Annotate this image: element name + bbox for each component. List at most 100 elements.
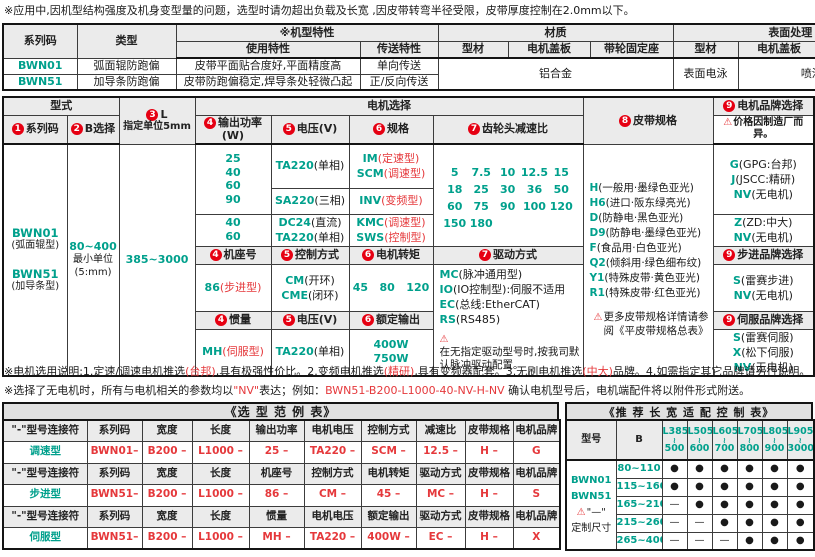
ex-h1-belt: 皮带规格 (464, 419, 514, 442)
ex-v3-length: L1000 – (191, 526, 250, 550)
fit-l-col-1: L505 ≀ 600 (686, 419, 713, 461)
ex-v1-brand: G (512, 440, 561, 464)
fit-dot: ● (711, 477, 738, 497)
material-value: 铝合金 (437, 57, 674, 91)
fit-dot: ● (786, 531, 815, 551)
ex-h1-brand: 电机品牌 (512, 419, 561, 442)
belt-spec-cell: H(一般用·墨绿色亚光) H6(进口·阪东绿亮光) D(防静电·黑色亚光) D9… (582, 143, 714, 376)
ex-h2-width: 宽度 (141, 462, 193, 485)
surface-paint-value: 喷涂烤漆 (737, 57, 815, 91)
servo-brand-header: 9 伺服品牌选择 (712, 310, 815, 330)
warning-icon: ⚠ (576, 507, 586, 518)
series-code-header: 系列码 (2, 23, 78, 59)
ex-h1-length: 长度 (191, 419, 250, 442)
belt-spec-header: 8 皮带规格 (582, 96, 714, 145)
b-col-header: 2 B选择 (66, 114, 120, 145)
motor-note-line1: ※电机选用说明:1.定速/调速电机推选(台邦),具有极强性价比。2.变频电机推选… (4, 365, 811, 378)
ex-h3-series: 系列码 (86, 505, 143, 528)
ex-h2-torque: 电机转矩 (360, 462, 417, 485)
series-spec-table: 系列码 类型 ※机型特性 材质 表面处理 使用特性 传送特性 型材 电机盖板 带… (2, 23, 815, 91)
price-warning: ⚠价格因制造厂而异。 (712, 114, 815, 145)
fit-dot: ● (761, 513, 788, 533)
warning-icon: ⚠ (439, 333, 449, 345)
ex-h1-power: 输出功率 (248, 419, 305, 442)
surface-cover-header: 电机盖板 (737, 40, 815, 59)
ex-v1-power: 25 – (248, 440, 305, 464)
fit-dot: ● (736, 477, 763, 497)
fit-b-header: B (615, 419, 663, 461)
use-bwn51: 皮带防跑偏稳定,焊导条处轻微凸起 (175, 73, 361, 91)
ex-h2-brand: 电机品牌 (512, 462, 561, 485)
ex-v2-base: 86 – (248, 483, 305, 507)
ex-v1-volt: TA220 – (303, 440, 362, 464)
transfer-bwn51: 正/反向传送 (359, 73, 439, 91)
top-usage-note: ※应用中,因机型结构强度及机身变型量的问题，选型时请勿超出负载及长宽 ,因皮带转… (4, 4, 635, 17)
ex-h3-belt: 皮带规格 (464, 505, 514, 528)
ex-v2-type: 步进型 (2, 483, 88, 507)
num9-badge: 9 (723, 100, 736, 113)
ex-v2-width: B200 – (141, 483, 193, 507)
transfer-bwn01: 单向传送 (359, 57, 439, 75)
motor-select-header: 电机选择 (194, 96, 584, 116)
fit-dot: ● (786, 513, 815, 533)
fit-b-range-2: 165~210 (615, 495, 663, 515)
fit-dot: ● (711, 459, 738, 479)
example-table: "-"型号连接符 系列码 宽度 长度 输出功率 电机电压 控制方式 减速比 皮带… (2, 419, 561, 550)
ex-v3-width: B200 – (141, 526, 193, 550)
material-seat-header: 带轮固定座 (589, 40, 674, 59)
fit-dot: — (711, 531, 738, 551)
volt-ta220-single: TA220(单相) (270, 143, 350, 189)
ex-h1-volt: 电机电压 (303, 419, 362, 442)
ex-h3-output: 额定输出 (360, 505, 417, 528)
ex-v1-belt: H – (464, 440, 514, 464)
l-range-cell: 385~3000 (118, 143, 196, 376)
fit-dot: ● (736, 459, 763, 479)
ex-h3-width: 宽度 (141, 505, 193, 528)
ex-v1-ctrl: SCM – (360, 440, 417, 464)
ex-h2-length: 长度 (191, 462, 250, 485)
material-cover-header: 电机盖板 (507, 40, 591, 59)
fit-b-range-3: 215~260 (615, 513, 663, 533)
power-group2: 40 60 (194, 213, 272, 247)
type-header: 类型 (76, 23, 177, 59)
ex-h1-series: 系列码 (86, 419, 143, 442)
stepper-base-cell: 86(步进型) (194, 263, 272, 312)
volt2-header: 5 电压(V) (270, 310, 350, 330)
ex-v3-volt: TA220 – (303, 526, 362, 550)
surface-profile-header: 型材 (672, 40, 739, 59)
drive-mode-cell: MC(脉冲通用型) IO(IO控制型):伺服不适用 EC(总线:EtherCAT… (432, 263, 584, 376)
fit-dot: ● (761, 459, 788, 479)
brand-group-step: S(雷赛步进) NV(无电机) (712, 263, 815, 312)
ex-v2-length: L1000 – (191, 483, 250, 507)
fit-dot: ● (661, 477, 688, 497)
fit-dot: ● (686, 477, 713, 497)
ex-v1-width: B200 – (141, 440, 193, 464)
ex-h2-belt: 皮带规格 (464, 462, 514, 485)
fit-b-range-4: 265~400 (615, 531, 663, 551)
ex-h1-width: 宽度 (141, 419, 193, 442)
motor-note-line2: ※选择了无电机时，所有与电机相关的参数均以"NV"表达；例如：BWN51-B20… (4, 384, 751, 397)
fit-l-col-4: L805 ≀ 900 (761, 419, 788, 461)
power-group1: 25 40 60 90 (194, 143, 272, 215)
brand-group-gpg: G(GPG:台邦) J(JSCC:精研) NV(无电机) (712, 143, 815, 215)
series-bwn01: BWN01 (2, 57, 78, 75)
fit-b-range-1: 115~160 (615, 477, 663, 497)
material-header: 材质 (437, 23, 674, 42)
fit-dot: ● (761, 495, 788, 515)
ex-h3-drive: 驱动方式 (415, 505, 466, 528)
fit-dot: — (661, 495, 688, 515)
brand-select-header: 9 电机品牌选择 (712, 96, 815, 116)
spec-kmc-sws: KMC(调速型) SWS(控制型) (348, 213, 434, 247)
fit-b-range-0: 80~110 (615, 459, 663, 479)
fit-l-col-2: L605 ≀ 700 (711, 419, 738, 461)
num8-badge: 8 (619, 114, 631, 127)
ex-v2-torque: 45 – (360, 483, 417, 507)
step-brand-header: 9 步进品牌选择 (712, 245, 815, 265)
fit-dot: — (661, 531, 688, 551)
warning-icon: ⚠ (593, 312, 603, 324)
fit-model-header: 型号 (565, 419, 617, 461)
series-col-header: 1 系列码 (2, 114, 68, 145)
connector-header-1: "-"型号连接符 (2, 419, 88, 442)
material-profile-header: 型材 (437, 40, 509, 59)
